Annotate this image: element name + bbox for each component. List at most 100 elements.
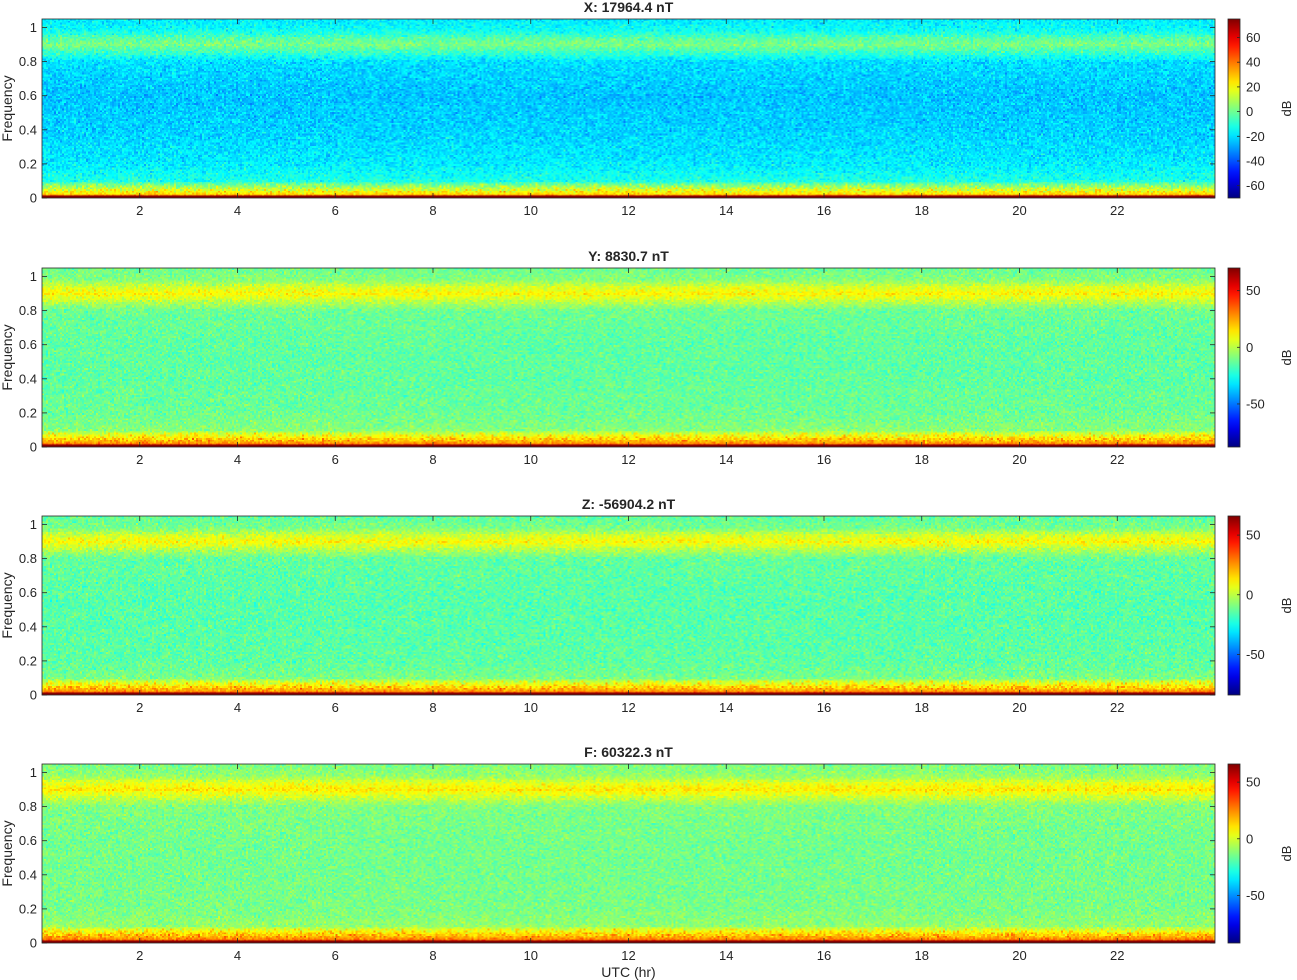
colorbar-gradient [1227, 515, 1241, 696]
spectrogram-heatmap [42, 516, 1215, 695]
y-tick-label: 0 [30, 688, 37, 703]
colorbar-tick-label: 0 [1246, 587, 1253, 602]
y-tick-label: 0 [30, 191, 37, 206]
y-tick-label: 1 [30, 765, 37, 780]
y-tick-label: 0.8 [19, 551, 37, 566]
colorbar-tick-label: -60 [1246, 178, 1265, 193]
y-tick-label: 1 [30, 269, 37, 284]
panel-title: X: 17964.4 nT [584, 0, 674, 15]
x-axis-label: UTC (hr) [601, 964, 655, 980]
x-tick-label: 20 [1012, 452, 1026, 467]
x-tick-label: 20 [1012, 948, 1026, 963]
x-tick-label: 8 [429, 948, 436, 963]
x-tick-label: 18 [915, 452, 929, 467]
x-tick-label: 6 [332, 700, 339, 715]
x-tick-label: 12 [621, 203, 635, 218]
x-tick-label: 4 [234, 452, 241, 467]
x-tick-label: 8 [429, 203, 436, 218]
x-tick-label: 4 [234, 203, 241, 218]
colorbar-label: dB [1279, 350, 1294, 366]
spectrogram-panel: F: 60322.3 nT2 4 6 8 10 12 14 16 18 20 2200.20.40.… [0, 744, 1294, 980]
y-tick-label: 0.6 [19, 585, 37, 600]
colorbar-label: dB [1279, 846, 1294, 862]
x-tick-label: 22 [1110, 203, 1124, 218]
x-tick-label: 16 [817, 452, 831, 467]
y-tick-label: 0.6 [19, 88, 37, 103]
x-tick-label: 12 [621, 948, 635, 963]
x-tick-label: 14 [719, 700, 733, 715]
colorbar: 60 40 20 0 -20 -40 -60 dB [1227, 18, 1294, 199]
colorbar-tick-label: 50 [1246, 283, 1260, 298]
y-tick-label: 0.4 [19, 371, 37, 386]
y-tick-label: 1 [30, 517, 37, 532]
panel-title: Y: 8830.7 nT [588, 248, 669, 264]
x-tick-label: 10 [524, 452, 538, 467]
x-tick-label: 18 [915, 203, 929, 218]
colorbar-tick-label: 0 [1246, 340, 1253, 355]
x-tick-label: 14 [719, 948, 733, 963]
colorbar-tick-label: -20 [1246, 129, 1265, 144]
x-tick-label: 14 [719, 452, 733, 467]
colorbar-tick-label: 20 [1246, 79, 1260, 94]
y-tick-label: 0.8 [19, 303, 37, 318]
x-tick-label: 2 [136, 452, 143, 467]
y-axis-label: Frequency [0, 324, 15, 390]
x-tick-label: 12 [621, 700, 635, 715]
y-axis-label: Frequency [0, 820, 15, 886]
y-tick-label: 0.2 [19, 653, 37, 668]
x-tick-label: 2 [136, 203, 143, 218]
colorbar-tick-label: -50 [1246, 888, 1265, 903]
spectrogram-panel: Y: 8830.7 nT2 4 6 8 10 12 14 16 18 20 2200.20.40.6… [0, 248, 1294, 467]
y-tick-label: 0 [30, 440, 37, 455]
x-tick-label: 20 [1012, 700, 1026, 715]
y-tick-label: 0.2 [19, 901, 37, 916]
x-tick-label: 4 [234, 948, 241, 963]
colorbar-tick-label: 0 [1246, 104, 1253, 119]
x-tick-label: 6 [332, 452, 339, 467]
x-tick-label: 2 [136, 948, 143, 963]
y-axis-label: Frequency [0, 572, 15, 638]
x-tick-label: 14 [719, 203, 733, 218]
y-tick-label: 1 [30, 20, 37, 35]
x-tick-label: 20 [1012, 203, 1026, 218]
colorbar: 50 0 -50 dB [1227, 763, 1294, 944]
x-tick-label: 16 [817, 700, 831, 715]
y-tick-label: 0 [30, 936, 37, 951]
x-tick-label: 8 [429, 700, 436, 715]
x-tick-label: 10 [524, 700, 538, 715]
x-tick-label: 6 [332, 203, 339, 218]
colorbar: 50 0 -50 dB [1227, 267, 1294, 448]
y-tick-label: 0.4 [19, 619, 37, 634]
x-tick-label: 22 [1110, 700, 1124, 715]
colorbar-tick-label: 40 [1246, 55, 1260, 70]
x-tick-label: 12 [621, 452, 635, 467]
colorbar-tick-label: -50 [1246, 647, 1265, 662]
x-tick-label: 16 [817, 203, 831, 218]
panel-title: Z: -56904.2 nT [582, 496, 676, 512]
panel-title: F: 60322.3 nT [584, 744, 673, 760]
colorbar-tick-label: 60 [1246, 30, 1260, 45]
colorbar-tick-label: -40 [1246, 153, 1265, 168]
spectrogram-heatmap [42, 19, 1215, 198]
y-tick-label: 0.2 [19, 405, 37, 420]
colorbar-tick-label: -50 [1246, 396, 1265, 411]
spectrogram-panel: X: 17964.4 nT2 4 6 8 10 12 14 16 18 20 2200.20.40.… [0, 0, 1294, 218]
x-tick-label: 8 [429, 452, 436, 467]
x-tick-label: 4 [234, 700, 241, 715]
x-tick-label: 22 [1110, 948, 1124, 963]
x-tick-label: 22 [1110, 452, 1124, 467]
colorbar-tick-label: 0 [1246, 831, 1253, 846]
y-axis-label: Frequency [0, 75, 15, 141]
colorbar-label: dB [1279, 101, 1294, 117]
spectrogram-panel: Z: -56904.2 nT2 4 6 8 10 12 14 16 18 20 2200.20.40… [0, 496, 1294, 715]
y-tick-label: 0.2 [19, 156, 37, 171]
y-tick-label: 0.4 [19, 122, 37, 137]
y-tick-label: 0.6 [19, 833, 37, 848]
y-tick-label: 0.8 [19, 799, 37, 814]
x-tick-label: 10 [524, 948, 538, 963]
x-tick-label: 18 [915, 948, 929, 963]
x-tick-label: 16 [817, 948, 831, 963]
spectrogram-heatmap [42, 764, 1215, 943]
colorbar-tick-label: 50 [1246, 775, 1260, 790]
